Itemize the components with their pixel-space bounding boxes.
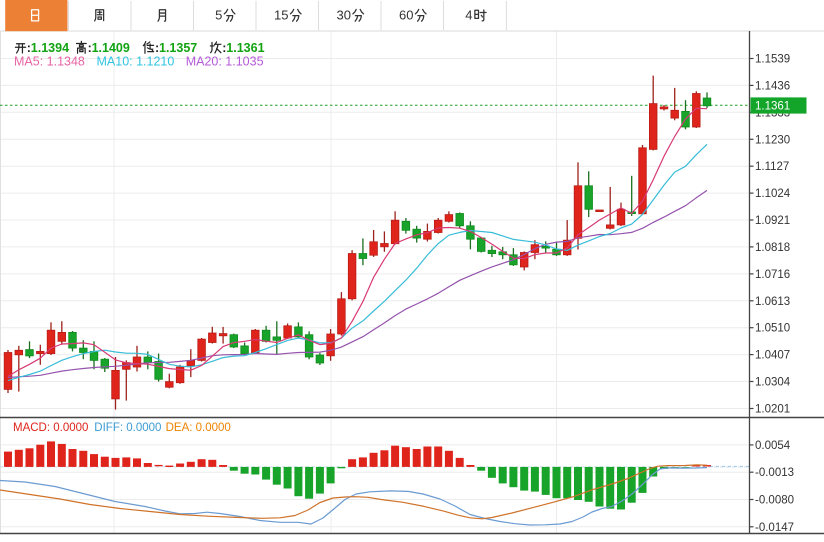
svg-text:1.1127: 1.1127 (755, 161, 789, 173)
svg-text:MA10: 1.1210: MA10: 1.1210 (97, 55, 175, 69)
svg-text:1.1394: 1.1394 (31, 41, 69, 55)
svg-text:1.1539: 1.1539 (755, 54, 790, 66)
svg-text:30: 30 (337, 8, 351, 23)
svg-text:1.0407: 1.0407 (755, 350, 790, 362)
svg-text:1.0304: 1.0304 (755, 377, 791, 389)
svg-text:DIFF: 0.0000: DIFF: 0.0000 (94, 422, 161, 434)
svg-text:1.0510: 1.0510 (755, 323, 790, 335)
svg-text:MA5: 1.1348: MA5: 1.1348 (14, 55, 85, 69)
svg-text:1.1436: 1.1436 (755, 80, 790, 92)
svg-text:60: 60 (399, 8, 413, 23)
svg-text:1.0201: 1.0201 (755, 404, 790, 416)
svg-text:4: 4 (465, 8, 472, 23)
svg-text:-0.0013: -0.0013 (755, 467, 794, 479)
svg-text::: : (155, 41, 159, 55)
svg-text:15: 15 (274, 8, 288, 23)
svg-text:1.1361: 1.1361 (226, 41, 264, 55)
svg-text::: : (27, 41, 31, 55)
svg-text:DEA: 0.0000: DEA: 0.0000 (166, 422, 231, 434)
svg-text:5: 5 (215, 8, 222, 23)
svg-text:1.0716: 1.0716 (755, 269, 790, 281)
svg-text:1.0818: 1.0818 (755, 242, 790, 254)
svg-text:1.1357: 1.1357 (159, 41, 197, 55)
svg-text::: : (88, 41, 92, 55)
svg-text:1.0921: 1.0921 (755, 215, 790, 227)
svg-text:-0.0080: -0.0080 (755, 495, 794, 507)
svg-text:MA20: 1.1035: MA20: 1.1035 (186, 55, 264, 69)
svg-text:MACD: 0.0000: MACD: 0.0000 (13, 422, 88, 434)
svg-text:-0.0147: -0.0147 (755, 522, 794, 534)
svg-text:1.1230: 1.1230 (755, 134, 790, 146)
svg-text:1.1409: 1.1409 (92, 41, 130, 55)
svg-text:1.1024: 1.1024 (755, 188, 791, 200)
svg-text:1.1361: 1.1361 (755, 101, 790, 113)
svg-text:1.0613: 1.0613 (755, 296, 790, 308)
svg-text::: : (222, 41, 226, 55)
svg-text:0.0054: 0.0054 (755, 440, 791, 452)
